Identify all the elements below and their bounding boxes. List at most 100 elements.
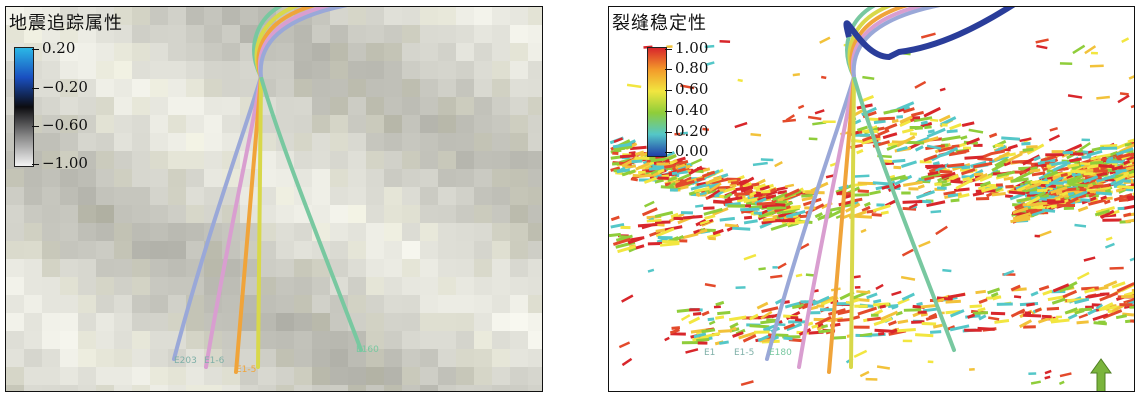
seismic-tile: [330, 187, 348, 205]
seismic-tile: [510, 331, 528, 349]
fracture-patch: [827, 308, 846, 316]
seismic-tile: [132, 259, 150, 277]
seismic-tile: [402, 25, 420, 43]
seismic-tile: [474, 277, 492, 295]
fracture-patch: [915, 333, 934, 338]
fracture-patch: [1010, 284, 1021, 292]
seismic-tile: [222, 313, 240, 331]
seismic-tile: [114, 277, 132, 295]
fracture-patch: [784, 183, 795, 188]
seismic-tile: [60, 331, 78, 349]
seismic-tile: [6, 313, 24, 331]
seismic-tile: [420, 313, 438, 331]
seismic-tile: [528, 349, 542, 367]
seismic-tile: [312, 133, 330, 151]
fracture-patch: [973, 172, 984, 177]
fracture-patch: [771, 191, 789, 202]
seismic-tile: [294, 133, 312, 151]
fracture-scene: E1 E1-5 E180: [609, 7, 1134, 391]
seismic-tile: [528, 277, 542, 295]
fracture-patch: [988, 132, 998, 139]
seismic-tile: [96, 205, 114, 223]
fracture-patch: [1130, 182, 1134, 186]
seismic-tile: [492, 367, 510, 385]
seismic-tile: [132, 205, 150, 223]
fracture-patch: [1117, 94, 1130, 104]
seismic-tile: [384, 295, 402, 313]
fracture-patch: [670, 180, 681, 185]
fracture-patch: [1083, 183, 1094, 190]
seismic-tile: [312, 25, 330, 43]
fracture-patch: [637, 223, 658, 228]
seismic-tile: [276, 277, 294, 295]
fracture-patch: [1106, 156, 1114, 162]
seismic-tile: [456, 43, 474, 61]
seismic-tile: [114, 259, 132, 277]
fracture-patch: [794, 318, 803, 322]
seismic-tile: [312, 151, 330, 169]
fracture-patch: [961, 165, 971, 170]
fracture-patch: [1043, 170, 1059, 179]
fracture-patch: [908, 203, 918, 210]
seismic-tile: [366, 259, 384, 277]
fracture-patch: [867, 316, 881, 322]
seismic-tile: [366, 205, 384, 223]
seismic-tile: [366, 133, 384, 151]
seismic-tile: [438, 61, 456, 79]
fracture-patch: [760, 158, 774, 162]
fracture-patch: [1095, 191, 1113, 196]
fracture-patch: [1034, 163, 1047, 168]
fracture-patch: [675, 173, 692, 183]
seismic-tile: [456, 25, 474, 43]
seismic-tile: [330, 331, 348, 349]
fracture-patch: [860, 94, 875, 103]
fracture-patch: [872, 204, 891, 213]
fracture-patch: [777, 323, 786, 327]
fracture-patch: [644, 200, 655, 208]
fracture-patch: [1080, 162, 1091, 166]
seismic-tile: [168, 205, 186, 223]
fracture-patch: [900, 275, 916, 281]
fracture-patch: [1103, 199, 1111, 205]
fracture-patch: [814, 315, 832, 327]
seismic-tile: [492, 223, 510, 241]
fracture-patch: [924, 125, 932, 130]
fracture-patch: [717, 310, 731, 316]
seismic-tile: [348, 61, 366, 79]
seismic-tile: [492, 133, 510, 151]
seismic-tile: [474, 7, 492, 25]
fracture-patch: [774, 161, 783, 168]
fracture-patch: [929, 330, 942, 334]
seismic-tile: [474, 241, 492, 259]
fracture-patch: [752, 161, 768, 167]
fracture-patch: [743, 215, 753, 220]
fracture-patch: [955, 178, 974, 190]
seismic-tile: [222, 61, 240, 79]
fracture-patch: [941, 135, 961, 142]
well-path: [851, 7, 942, 78]
seismic-tile: [258, 385, 276, 391]
colorbar-tick: 0.20: [32, 39, 75, 57]
fracture-patch: [926, 127, 946, 138]
seismic-tile: [24, 7, 42, 25]
seismic-tile: [114, 241, 132, 259]
fracture-patch: [701, 328, 716, 334]
seismic-tile: [402, 277, 420, 295]
seismic-tile: [384, 151, 402, 169]
seismic-tile: [330, 223, 348, 241]
seismic-tile: [366, 79, 384, 97]
fracture-patch: [1012, 212, 1032, 221]
seismic-tile: [456, 61, 474, 79]
fracture-patch: [694, 186, 710, 193]
seismic-tile: [186, 169, 204, 187]
seismic-tile: [402, 205, 420, 223]
fracture-patch: [1121, 37, 1130, 43]
seismic-tile: [42, 223, 60, 241]
seismic-tile: [420, 133, 438, 151]
seismic-tile: [60, 313, 78, 331]
seismic-tile: [528, 331, 542, 349]
seismic-tile: [402, 133, 420, 151]
seismic-tile: [456, 349, 474, 367]
seismic-tile: [474, 133, 492, 151]
fracture-patch: [869, 190, 881, 196]
